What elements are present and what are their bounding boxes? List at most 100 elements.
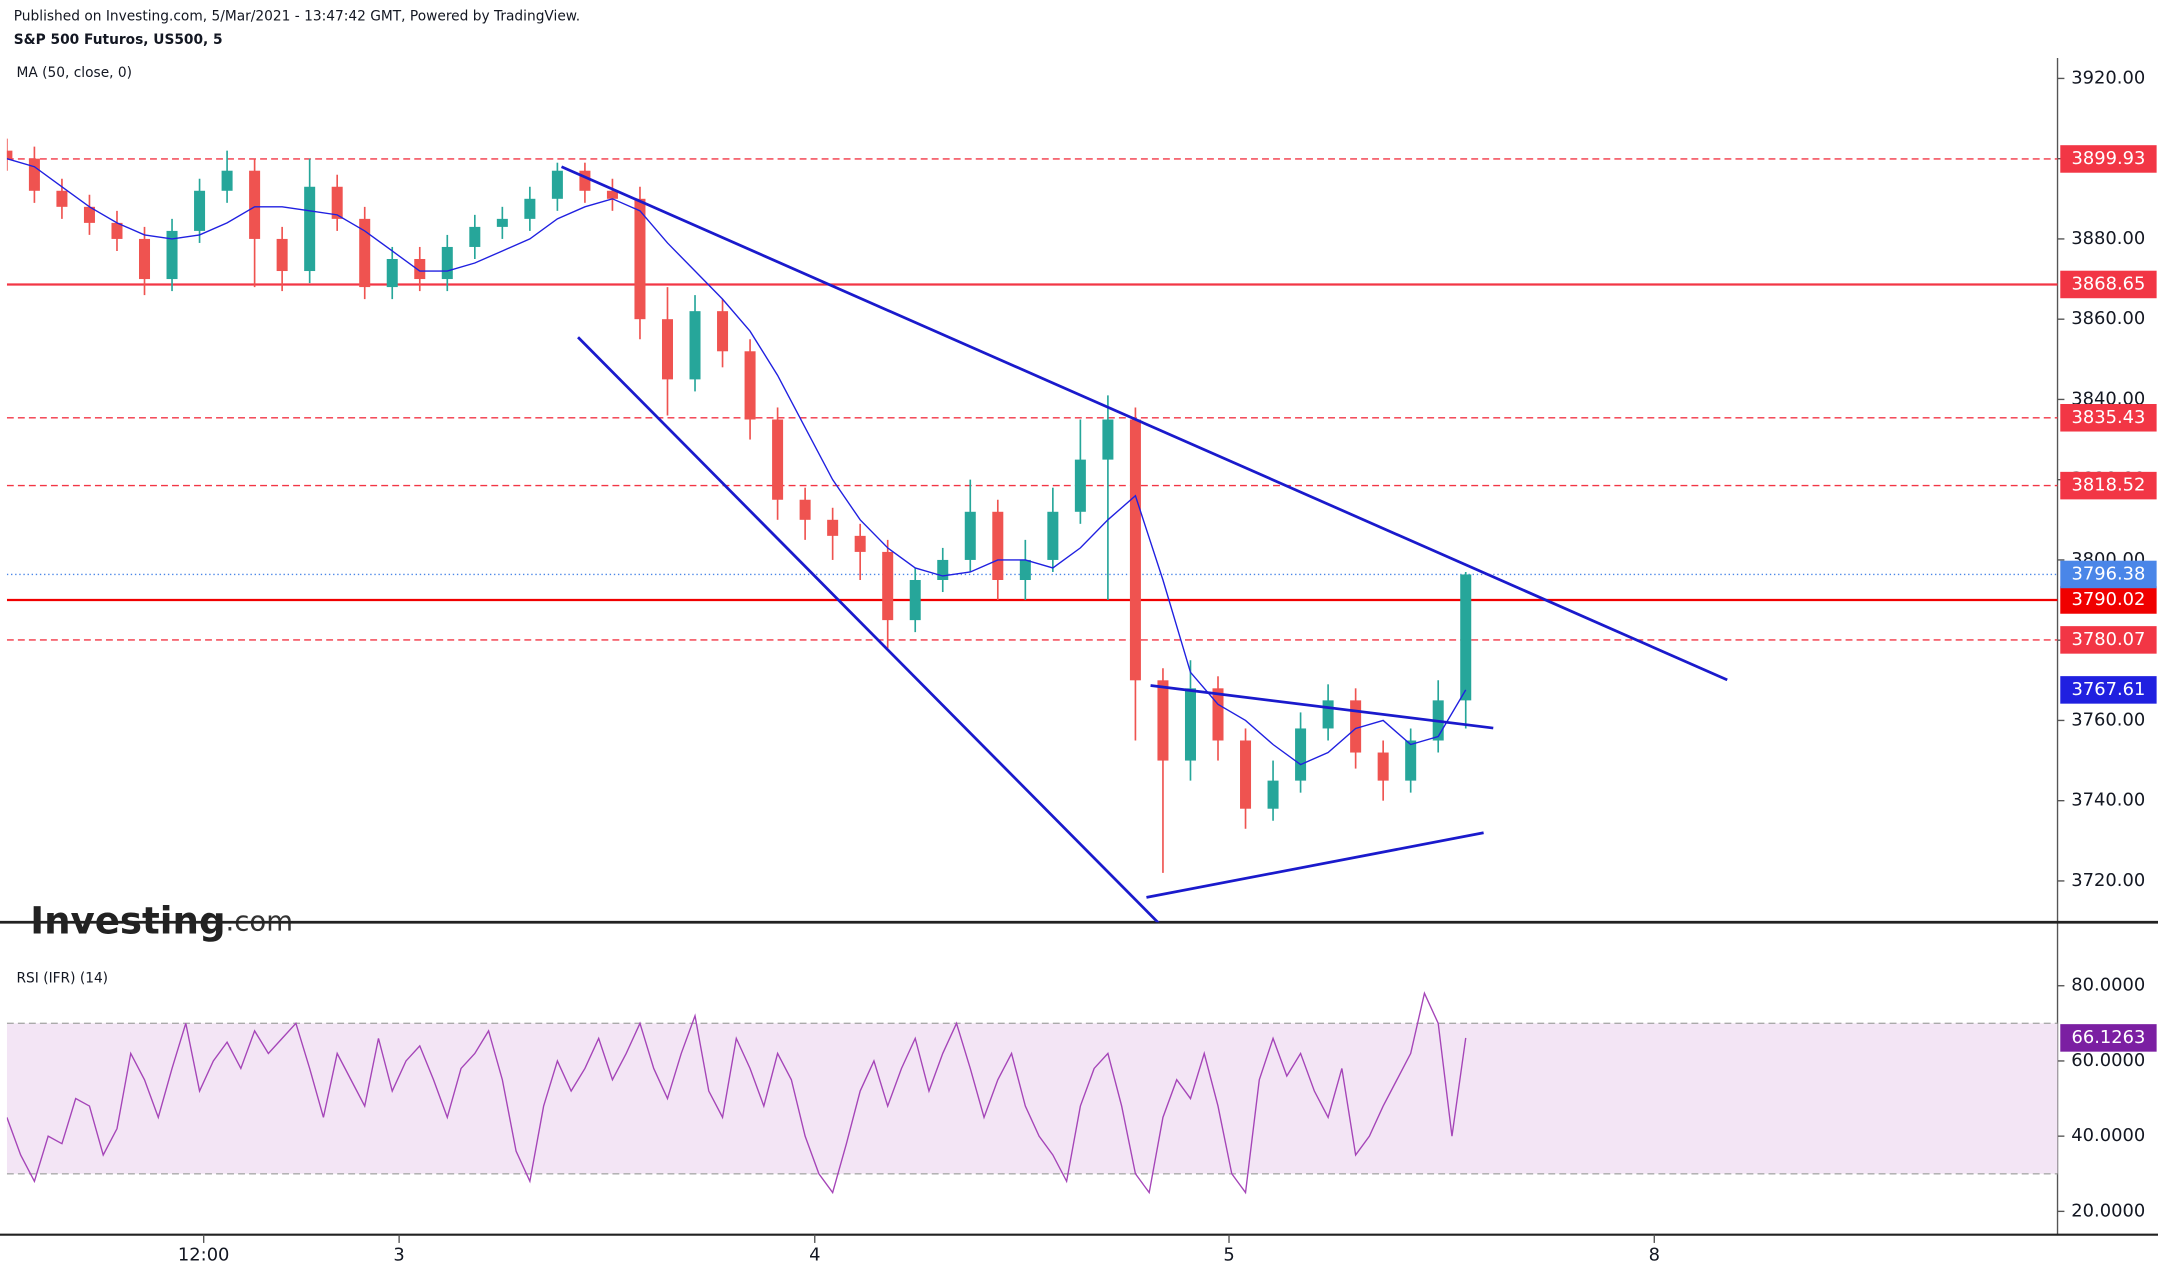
x-tick-label: 3 xyxy=(393,1244,404,1265)
candle-body xyxy=(937,559,949,580)
ma-label: MA (50, close, 0) xyxy=(17,65,133,81)
candle-body xyxy=(331,186,343,219)
level-label: 3818.52 xyxy=(2071,475,2145,496)
candle-body xyxy=(28,158,40,191)
y-tick-label: 3760.00 xyxy=(2071,709,2145,730)
candle-body xyxy=(6,150,13,159)
last-price-label: 3796.38 xyxy=(2071,563,2145,584)
price-pane xyxy=(6,138,2058,923)
candle-body xyxy=(1184,688,1196,761)
trend-line xyxy=(577,336,1160,923)
candle-body xyxy=(83,206,95,223)
x-tick-label: 5 xyxy=(1223,1244,1234,1265)
candle-body xyxy=(744,351,756,420)
candle-body xyxy=(194,190,206,231)
rsi-line xyxy=(6,991,1467,1195)
level-box xyxy=(2060,626,2157,654)
level-label: 3835.43 xyxy=(2071,407,2145,428)
candle-body xyxy=(1267,780,1279,809)
candle-body xyxy=(276,238,288,272)
rsi-band xyxy=(6,1023,2058,1174)
ma-value-label: 3767.61 xyxy=(2071,679,2145,700)
ma-value-box xyxy=(2060,676,2157,704)
candle-body xyxy=(1157,680,1169,761)
candle-body xyxy=(634,198,646,320)
level-label: 3899.93 xyxy=(2071,148,2145,169)
y-tick-label: 20.0000 xyxy=(2071,1200,2145,1221)
y-tick-label: 60.0000 xyxy=(2071,1050,2145,1071)
candle-body xyxy=(1295,728,1307,781)
x-tick-label: 4 xyxy=(809,1244,820,1265)
y-tick-label: 3740.00 xyxy=(2071,790,2145,811)
candle-body xyxy=(469,226,481,247)
candle-body xyxy=(909,579,921,621)
y-tick-label: 80.0000 xyxy=(2071,975,2145,996)
candle-body xyxy=(882,551,894,621)
y-tick-label: 3860.00 xyxy=(2071,308,2145,329)
candle-body xyxy=(551,170,563,199)
candle-body xyxy=(827,519,839,536)
candle-body xyxy=(772,419,784,500)
rsi-pane xyxy=(6,991,2058,1195)
candle-body xyxy=(717,311,729,352)
y-tick-label: 3920.00 xyxy=(2071,67,2145,88)
candle-body xyxy=(249,170,261,239)
trend-line xyxy=(560,165,1728,682)
candle-body xyxy=(1074,459,1086,512)
candle-body xyxy=(992,511,1004,580)
rsi-value-label: 66.1263 xyxy=(2071,1027,2145,1048)
watermark: Investing.com xyxy=(30,899,293,942)
candle-body xyxy=(56,190,68,207)
level-box xyxy=(2060,270,2157,299)
candle-body xyxy=(964,511,976,560)
candle-body xyxy=(441,246,453,280)
candle-body xyxy=(1047,511,1059,560)
y-tick-label: 3720.00 xyxy=(2071,870,2145,891)
candle-body xyxy=(1102,419,1114,460)
level-box xyxy=(2060,471,2157,500)
rsi-title: RSI (IFR) (14) xyxy=(17,971,109,987)
level-label: 3868.65 xyxy=(2071,273,2145,294)
x-tick-label: 12:00 xyxy=(178,1244,230,1265)
candle-body xyxy=(854,535,866,552)
ma-line xyxy=(6,158,1467,766)
candle-body xyxy=(166,230,178,280)
level-label: 3790.02 xyxy=(2071,589,2145,610)
level-box xyxy=(2060,404,2157,432)
trend-line xyxy=(1146,831,1484,899)
chart-title: S&P 500 Futuros, US500, 5 xyxy=(14,32,223,48)
candle-body xyxy=(1377,752,1389,781)
candle-body xyxy=(1240,740,1252,809)
level-box xyxy=(2060,145,2157,173)
last-price-box xyxy=(2060,560,2157,589)
candle-body xyxy=(689,311,701,380)
header: Published on Investing.com, 5/Mar/2021 -… xyxy=(14,9,580,25)
candle-body xyxy=(661,319,673,380)
y-tick-label: 40.0000 xyxy=(2071,1125,2145,1146)
watermark-name: Investing xyxy=(30,899,225,942)
candle-body xyxy=(221,170,233,191)
candle-body xyxy=(524,198,536,219)
candle-body xyxy=(1019,559,1031,580)
axis-labels: 3720.003740.003760.003780.003800.003820.… xyxy=(178,67,2157,1265)
candle-body xyxy=(414,258,426,280)
candle-body xyxy=(579,170,591,191)
x-tick-label: 8 xyxy=(1649,1244,1660,1265)
candle-body xyxy=(111,222,123,239)
candle-body xyxy=(304,186,316,272)
candle-body xyxy=(606,190,618,199)
candle-body xyxy=(1212,688,1224,741)
candle-body xyxy=(1129,419,1141,681)
rsi-value-box xyxy=(2060,1024,2157,1052)
candle-body xyxy=(1405,740,1417,781)
candle-body xyxy=(1460,574,1472,701)
candle-body xyxy=(496,218,508,227)
candle-body xyxy=(386,258,398,288)
level-box xyxy=(2060,586,2157,614)
level-label: 3780.07 xyxy=(2071,629,2145,650)
candle-body xyxy=(1350,700,1362,753)
candle-body xyxy=(359,218,371,288)
candle-body xyxy=(799,499,811,520)
